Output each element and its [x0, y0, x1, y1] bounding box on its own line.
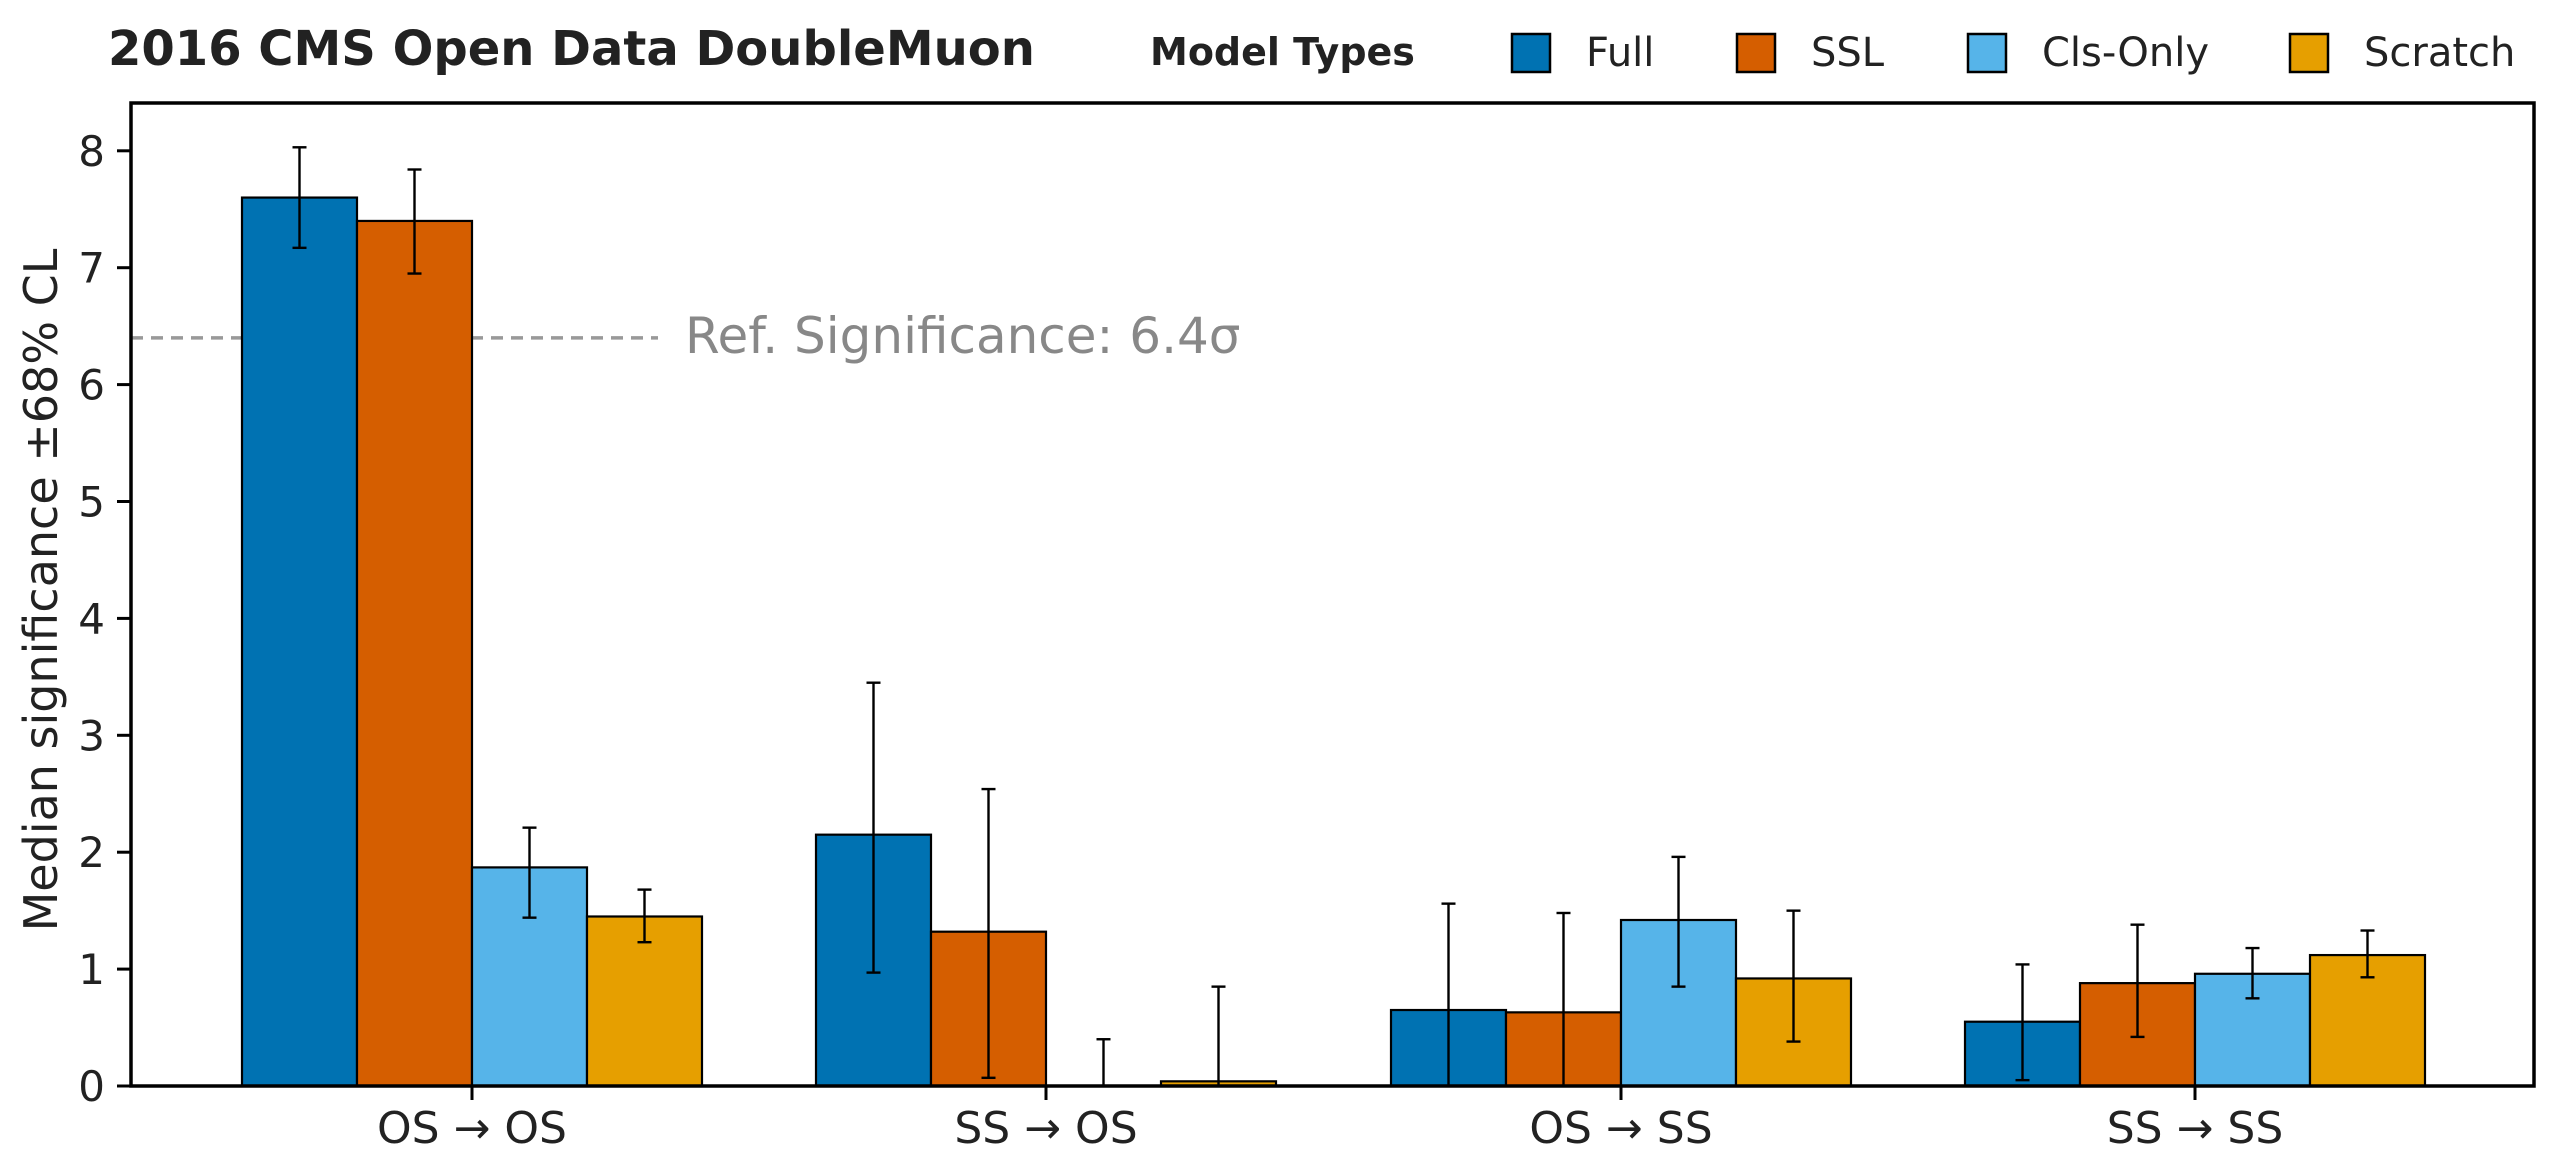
bar-full-0 [240, 196, 359, 1088]
y-tick-label: 6 [78, 361, 105, 410]
legend-swatch-ssl [1735, 32, 1777, 74]
y-tick-label: 3 [78, 711, 105, 760]
y-axis-label: Median significance ±68% CL [14, 248, 68, 931]
x-axis-ticks: OS → OS SS → OS OS → SS SS → SS [377, 1086, 2283, 1154]
x-tick-label: OS → SS [1529, 1103, 1712, 1154]
legend-label-ssl: SSL [1811, 30, 1885, 76]
y-tick-label: 1 [78, 945, 105, 994]
y-tick-label: 4 [78, 594, 105, 643]
y-tick-label: 7 [78, 244, 105, 293]
y-tick-label: 0 [78, 1062, 105, 1111]
y-tick-label: 2 [78, 828, 105, 877]
y-tick-label: 8 [78, 127, 105, 176]
x-tick-label: SS → SS [2107, 1103, 2284, 1154]
plot-frame [129, 101, 2536, 1088]
legend-title: Model Types [1150, 30, 1415, 74]
legend-label-cls-only: Cls-Only [2042, 30, 2209, 76]
legend-swatch-full [1510, 32, 1552, 74]
legend-label-full: Full [1586, 30, 1654, 76]
legend-swatch-cls-only [1966, 32, 2008, 74]
y-tick-label: 5 [78, 478, 105, 527]
x-tick-label: OS → OS [377, 1103, 567, 1154]
chart-title: 2016 CMS Open Data DoubleMuon [108, 21, 1035, 77]
error-bars [292, 146, 2375, 1086]
bars [240, 196, 2427, 1088]
legend-swatch-scratch [2288, 32, 2330, 74]
reference-line-label: Ref. Significance: 6.4σ [685, 307, 1240, 365]
y-axis-ticks: 0 1 2 3 4 5 6 7 8 [78, 127, 131, 1111]
bar-ssl-0 [355, 219, 474, 1088]
legend: Full SSL Cls-Only Scratch [1510, 30, 2515, 76]
x-tick-label: SS → OS [954, 1103, 1137, 1154]
legend-label-scratch: Scratch [2364, 30, 2515, 76]
